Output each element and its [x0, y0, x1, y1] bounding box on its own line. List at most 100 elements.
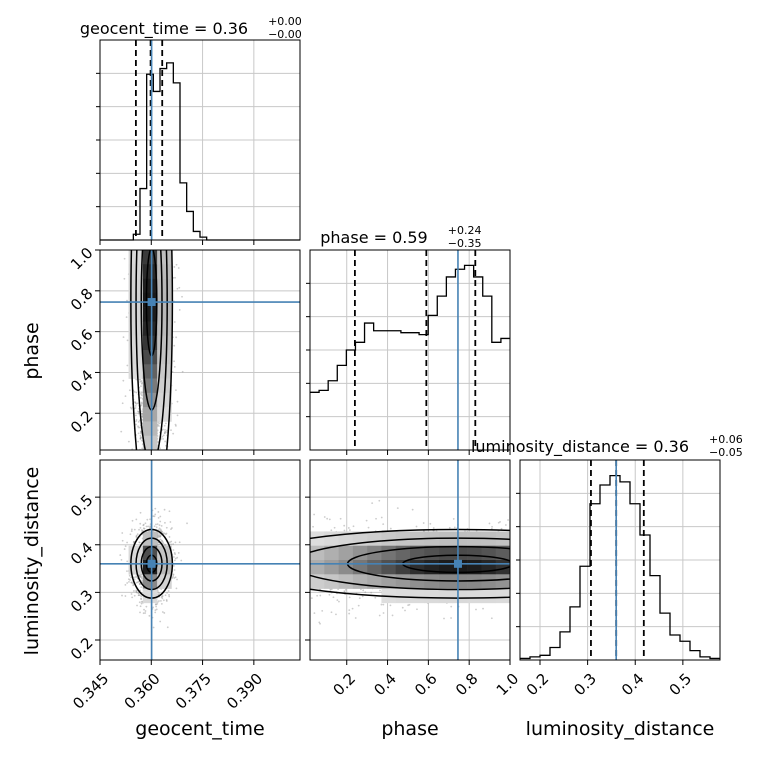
scatter-point	[347, 527, 350, 529]
scatter-point	[161, 428, 164, 431]
hist-step	[520, 474, 720, 660]
scatter-point	[168, 510, 171, 513]
scatter-point	[148, 614, 151, 617]
scatter-point	[316, 594, 319, 597]
xtick-label: 0.390	[223, 670, 266, 713]
scatter-point	[170, 429, 172, 432]
scatter-point	[443, 617, 445, 620]
panel-1-1	[310, 250, 511, 450]
scatter-point	[429, 522, 432, 525]
scatter-point	[144, 610, 147, 612]
scatter-point	[159, 515, 162, 518]
density-cell	[495, 588, 510, 604]
scatter-point	[157, 543, 160, 546]
pair-content	[119, 507, 188, 629]
scatter-point	[129, 579, 131, 581]
scatter-point	[140, 602, 143, 605]
scatter-point	[375, 517, 377, 520]
scatter-point	[140, 385, 142, 388]
frame-1-2	[305, 459, 511, 665]
scatter-point	[122, 379, 125, 382]
scatter-point	[137, 412, 140, 415]
scatter-point	[349, 529, 351, 531]
scatter-point	[163, 532, 166, 535]
scatter-point	[156, 602, 159, 605]
scatter-point	[174, 576, 177, 579]
scatter-point	[448, 526, 451, 529]
scatter-point	[135, 518, 138, 521]
density-cell	[481, 560, 497, 575]
density-cell	[338, 560, 354, 575]
scatter-point	[159, 528, 162, 531]
scatter-point	[128, 580, 130, 583]
scatter-point	[154, 611, 157, 614]
density-cell	[352, 574, 368, 589]
density-cell	[367, 560, 382, 575]
density-cell	[142, 435, 158, 450]
scatter-point	[137, 420, 140, 423]
scatter-point	[146, 518, 149, 521]
scatter-point	[132, 590, 135, 592]
scatter-point	[137, 440, 139, 443]
scatter-point	[382, 603, 385, 606]
scatter-point	[165, 600, 168, 602]
density-cell	[381, 545, 397, 561]
scatter-point	[135, 575, 138, 578]
scatter-point	[128, 574, 131, 577]
scatter-point	[164, 594, 167, 597]
scatter-point	[497, 521, 500, 524]
scatter-point	[354, 617, 357, 619]
scatter-point	[127, 440, 130, 443]
scatter-point	[162, 438, 164, 440]
scatter-point	[157, 424, 159, 426]
title-geocent-time: geocent_time = 0.36	[80, 19, 248, 39]
scatter-point	[126, 541, 129, 544]
ytick-label: 0.6	[67, 325, 97, 355]
scatter-point	[140, 393, 142, 395]
scatter-point	[141, 381, 143, 384]
panel-frame	[99, 249, 301, 451]
scatter-point	[135, 378, 138, 381]
scatter-point	[371, 502, 374, 505]
scatter-point	[453, 526, 456, 529]
scatter-point	[123, 257, 126, 260]
title-phase-text: phase = 0.59	[320, 228, 427, 247]
scatter-point	[141, 447, 143, 450]
scatter-point	[133, 401, 136, 404]
scatter-point	[137, 410, 139, 413]
scatter-point	[126, 570, 128, 573]
xtick-label: 0.5	[666, 670, 696, 700]
xtick-label: 0.345	[69, 670, 112, 713]
scatter-point	[126, 560, 129, 563]
scatter-point	[138, 378, 141, 381]
scatter-point	[344, 589, 347, 591]
scatter-point	[173, 365, 176, 368]
scatter-point	[141, 419, 144, 421]
scatter-point	[159, 620, 162, 623]
scatter-point	[164, 543, 166, 546]
scatter-point	[154, 513, 157, 516]
scatter-point	[163, 612, 166, 614]
density-cell	[157, 264, 172, 279]
ytick-label: 0.3	[67, 586, 97, 616]
ytick-label: 0.4	[67, 539, 97, 569]
scatter-point	[158, 600, 160, 602]
density-cell	[438, 588, 454, 604]
scatter-point	[153, 525, 156, 528]
scatter-point	[137, 425, 139, 428]
scatter-point	[452, 518, 455, 520]
xtick-label: 0.2	[330, 670, 360, 700]
density-cell	[324, 560, 339, 575]
ylabel-luminosity-distance: luminosity_distance	[21, 467, 43, 656]
scatter-point	[133, 391, 136, 393]
scatter-point	[348, 612, 351, 615]
frame-0-0	[96, 39, 301, 245]
scatter-point	[401, 606, 404, 609]
title-phase: phase = 0.59	[320, 228, 427, 247]
scatter-point	[159, 520, 162, 523]
scatter-point	[159, 538, 162, 541]
scatter-point	[313, 612, 316, 615]
scatter-point	[181, 370, 184, 373]
scatter-point	[164, 440, 167, 443]
density-cell	[310, 545, 325, 561]
